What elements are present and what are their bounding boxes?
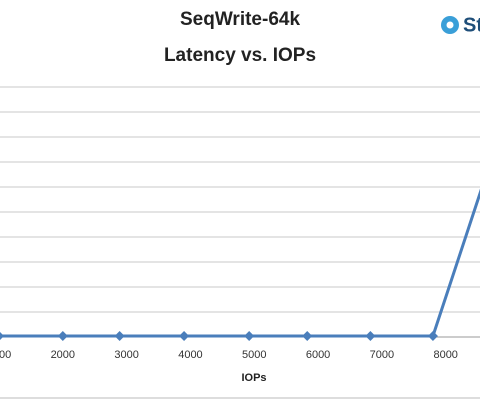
x-tick-label: 2000 bbox=[51, 349, 75, 361]
x-tick-label: 6000 bbox=[306, 349, 330, 361]
data-point bbox=[365, 331, 376, 341]
x-tick-label: 4000 bbox=[178, 349, 202, 361]
x-tick-label: 5000 bbox=[242, 349, 266, 361]
logo-icon-hole bbox=[446, 21, 454, 29]
logo: St bbox=[441, 14, 480, 36]
chart-subtitle: Latency vs. IOPs bbox=[164, 45, 316, 66]
x-tick-label: 8000 bbox=[433, 349, 457, 361]
data-point bbox=[179, 331, 190, 341]
data-point bbox=[427, 331, 438, 341]
x-axis-label: IOPs bbox=[241, 372, 266, 384]
data-point bbox=[244, 331, 255, 341]
x-tick-label: 3000 bbox=[114, 349, 138, 361]
chart-title: SeqWrite-64k bbox=[180, 9, 300, 30]
data-point bbox=[57, 331, 68, 341]
data-point bbox=[302, 331, 313, 341]
x-tick-label: 1000 bbox=[0, 349, 11, 361]
data-point bbox=[114, 331, 125, 341]
x-tick-label: 7000 bbox=[370, 349, 394, 361]
data-point bbox=[0, 332, 4, 340]
logo-text: St bbox=[463, 14, 480, 36]
